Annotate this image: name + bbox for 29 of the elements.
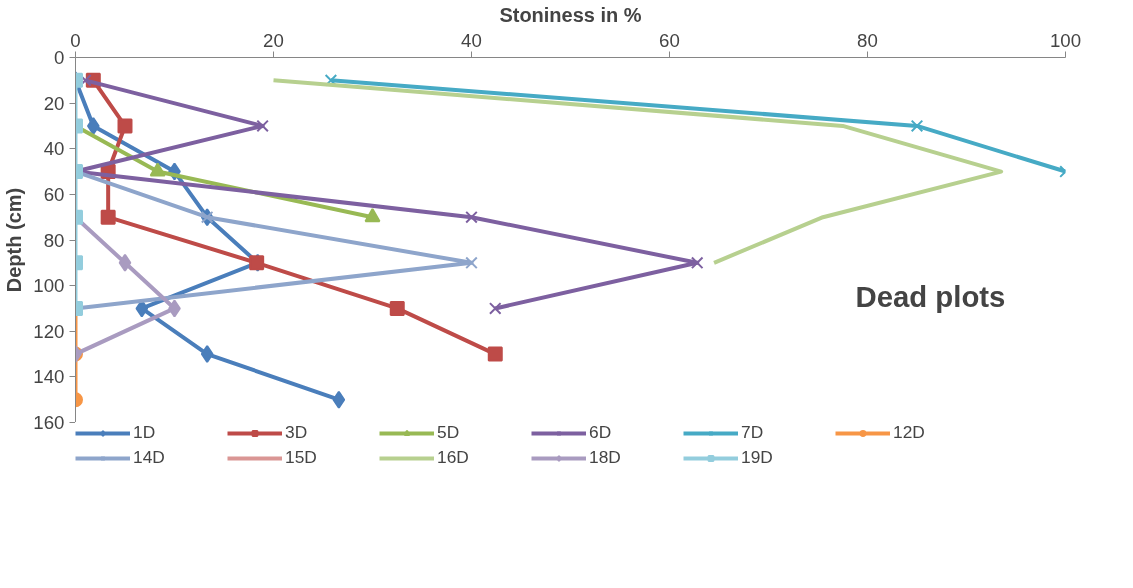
- y-tick-label: 20: [43, 92, 65, 114]
- legend-label: 18D: [589, 447, 622, 468]
- y-tick-label: 80: [43, 229, 65, 251]
- y-tick-label: 0: [54, 47, 65, 68]
- y-tick-label: 100: [33, 275, 65, 297]
- x-axis-title: Stoniness in %: [499, 3, 642, 26]
- legend-label: 16D: [437, 447, 470, 468]
- legend-label: 5D: [437, 422, 461, 443]
- x-tick-label: 0: [70, 29, 81, 51]
- x-tick-label: 40: [461, 29, 482, 51]
- legend-label: 14D: [133, 447, 166, 468]
- x-tick-label: 80: [857, 29, 878, 51]
- legend-label: 6D: [589, 422, 613, 443]
- y-tick-label: 60: [43, 183, 65, 205]
- x-tick-label: 20: [263, 29, 284, 51]
- legend-label: 1D: [133, 422, 157, 443]
- y-axis-title: Depth (cm): [3, 187, 26, 293]
- y-tick-label: 140: [33, 366, 65, 388]
- legend-label: 19D: [741, 447, 774, 468]
- x-tick-label: 100: [1049, 29, 1082, 51]
- y-tick-label: 160: [33, 412, 65, 433]
- y-tick-label: 120: [33, 320, 65, 342]
- legend-label: 12D: [893, 422, 926, 443]
- legend-label: 15D: [285, 447, 318, 468]
- legend-label: 3D: [285, 422, 309, 443]
- legend-label: 7D: [741, 422, 765, 443]
- x-tick-label: 60: [659, 29, 680, 51]
- y-tick-label: 40: [43, 138, 65, 160]
- annotation: Dead plots: [855, 279, 1006, 313]
